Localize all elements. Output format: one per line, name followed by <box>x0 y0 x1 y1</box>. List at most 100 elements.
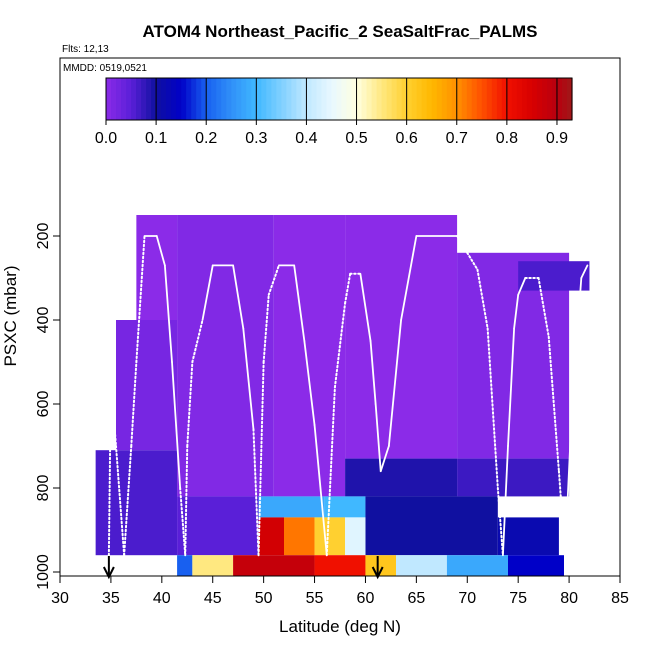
flight-track-segment <box>201 264 214 321</box>
flight-track-segment <box>344 272 352 305</box>
heatmap-cell <box>284 517 315 556</box>
colorbar-segment <box>191 78 197 120</box>
x-tick-label: 60 <box>357 590 375 607</box>
colorbar-segment <box>211 78 217 120</box>
y-tick-label: 600 <box>35 391 52 418</box>
flight-track-segment <box>359 272 372 342</box>
colorbar-segment <box>301 78 308 120</box>
heatmap-cell <box>273 215 346 497</box>
colorbar-segment <box>366 78 373 120</box>
colorbar-segment <box>336 78 343 120</box>
colorbar-tick-label: 0.9 <box>546 130 568 147</box>
colorbar-segment <box>361 78 368 120</box>
heatmap-cell <box>345 215 458 459</box>
colorbar-segment <box>261 78 267 120</box>
x-axis-label: Latitude (deg N) <box>279 617 401 636</box>
colorbar-segment <box>516 78 523 120</box>
heatmap-cell <box>345 458 458 497</box>
colorbar-segment <box>201 78 207 120</box>
flight-track-segment <box>171 361 182 489</box>
colorbar: 0.0 0.1 0.2 0.3 0.4 0.5 0.6 0.7 0.8 0.9 <box>95 77 573 147</box>
x-tick-label: 80 <box>560 590 578 607</box>
colorbar-segment <box>476 78 483 120</box>
colorbar-segment <box>176 78 182 120</box>
flight-track-segment <box>456 235 469 254</box>
flight-track-segment <box>163 264 173 363</box>
flight-track-segment <box>564 403 574 557</box>
flight-track-segment <box>155 235 166 267</box>
colorbar-tick-label: 0.0 <box>95 130 117 147</box>
flight-track-segment <box>387 319 402 447</box>
flight-track-segment <box>109 377 117 447</box>
colorbar-segment <box>136 78 142 120</box>
colorbar-segment <box>131 78 137 120</box>
flight-track-segment <box>379 445 390 473</box>
colorbar-segment <box>501 78 508 120</box>
colorbar-segment <box>396 78 403 120</box>
colorbar-segment <box>116 78 122 120</box>
y-tick-label: 400 <box>35 307 52 334</box>
colorbar-segment <box>281 78 287 120</box>
colorbar-tick-label: 0.6 <box>396 130 418 147</box>
flight-track-segment <box>184 445 189 557</box>
colorbar-tick-label: 0.4 <box>295 130 317 147</box>
flight-track-segment <box>179 487 187 557</box>
flight-track-segment <box>293 264 306 342</box>
x-tick-label: 65 <box>407 590 425 607</box>
flight-track-segment <box>517 277 527 296</box>
colorbar-segment <box>461 78 468 120</box>
colorbar-segment <box>161 78 167 120</box>
heatmap-cell <box>116 320 178 451</box>
flight-track-segment <box>130 361 138 447</box>
colorbar-segment <box>481 78 488 120</box>
heatmap-cell <box>233 555 315 576</box>
flight-track-segment <box>537 277 550 338</box>
flight-track-segment <box>486 327 499 489</box>
heatmap-cell <box>314 517 346 556</box>
colorbar-segment <box>401 78 408 120</box>
colorbar-segment <box>421 78 428 120</box>
colorbar-segment <box>171 78 177 120</box>
colorbar-segment <box>341 78 348 120</box>
y-axis-label: PSXC (mbar) <box>1 265 20 366</box>
heatmap-cell <box>396 555 447 576</box>
heatmap-cell <box>508 555 564 576</box>
colorbar-segment <box>356 78 363 120</box>
x-tick-label: 50 <box>255 590 273 607</box>
flight-track-segment <box>262 293 270 363</box>
colorbar-tick-label: 0.7 <box>446 130 468 147</box>
colorbar-segment <box>406 78 413 120</box>
y-axis: 200 400 600 800 1000 <box>35 223 60 590</box>
flight-track-segment <box>107 377 112 557</box>
colorbar-segment <box>321 78 328 120</box>
colorbar-segment <box>506 78 513 120</box>
colorbar-segment <box>441 78 448 120</box>
colorbar-segment <box>156 78 162 120</box>
flight-track-segment <box>496 487 504 557</box>
colorbar-segment <box>106 78 112 120</box>
colorbar-segment <box>246 78 252 120</box>
heatmap-cell <box>365 555 396 576</box>
y-tick-label: 200 <box>35 223 52 250</box>
colorbar-segment <box>426 78 433 120</box>
x-tick-label: 30 <box>51 590 69 607</box>
colorbar-segment <box>446 78 453 120</box>
heatmap-cell <box>95 450 178 556</box>
x-tick-label: 35 <box>102 590 120 607</box>
colorbar-segment <box>326 78 333 120</box>
heatmap-cell <box>457 458 570 497</box>
colorbar-segment <box>491 78 498 120</box>
mmdd-label: MMDD: 0519,0521 <box>63 63 147 74</box>
flight-track-segment <box>232 264 245 330</box>
heatmap-cell <box>365 496 498 556</box>
colorbar-segment <box>226 78 232 120</box>
colorbar-segment <box>141 78 147 120</box>
colorbar-segment <box>166 78 172 120</box>
flight-track-segment <box>374 403 382 473</box>
x-tick-label: 40 <box>153 590 171 607</box>
plot-frame <box>59 57 621 577</box>
flight-track-segment <box>513 293 520 330</box>
colorbar-segment <box>231 78 237 120</box>
colorbar-segment <box>451 78 458 120</box>
